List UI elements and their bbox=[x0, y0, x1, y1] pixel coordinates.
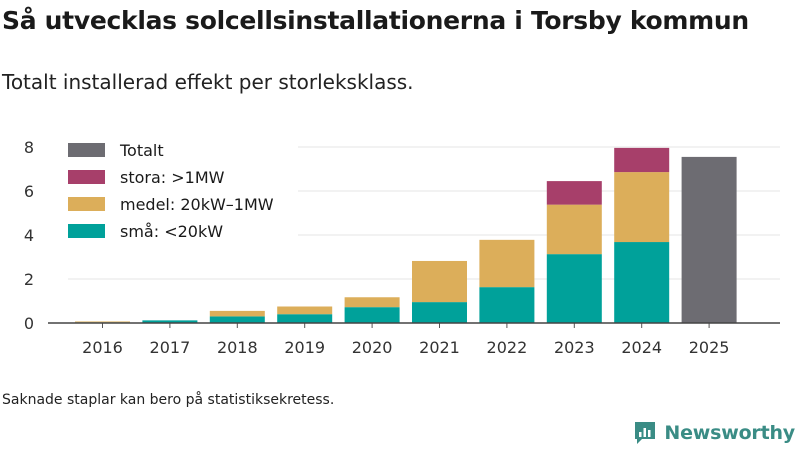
bar-2023-stora bbox=[546, 181, 602, 205]
bar-2024-små bbox=[614, 242, 670, 323]
bar-2024-medel bbox=[614, 172, 670, 243]
newsworthy-logo-icon bbox=[635, 422, 656, 444]
x-tick-label-2025: 2025 bbox=[689, 338, 730, 357]
legend-label-små: små: <20kW bbox=[120, 222, 223, 241]
bar-2022-medel bbox=[479, 239, 535, 288]
y-tick-label-0: 0 bbox=[24, 314, 34, 333]
chart-title: Så utvecklas solcellsinstallationerna i … bbox=[2, 6, 749, 35]
bar-2021-små bbox=[412, 302, 467, 323]
bar-2018-medel bbox=[209, 310, 265, 317]
x-tick-label-2016: 2016 bbox=[82, 338, 123, 357]
bar-2017-små bbox=[142, 320, 198, 323]
bar-2020-medel bbox=[344, 297, 400, 308]
brand-logo: Newsworthy bbox=[633, 420, 795, 446]
bar-2024-stora bbox=[614, 147, 670, 173]
x-tick-label-2017: 2017 bbox=[150, 338, 191, 357]
x-tick-label-2018: 2018 bbox=[217, 338, 258, 357]
bar-2025-totalt bbox=[681, 156, 737, 323]
y-tick-label-2: 2 bbox=[24, 270, 34, 289]
stacked-bar-chart: 0 2 4 6 8 2016 2017 2018 2019 2020 2021 2022 2023 202… bbox=[24, 136, 780, 357]
bar-2020-små bbox=[344, 307, 400, 323]
legend-swatch-små bbox=[68, 224, 105, 238]
y-tick-label-4: 4 bbox=[24, 226, 34, 245]
bar-2019-medel bbox=[277, 306, 333, 315]
bar-2023-medel bbox=[546, 204, 602, 255]
x-tick-label-2023: 2023 bbox=[554, 338, 595, 357]
bar-2023-små bbox=[546, 254, 602, 323]
x-tick-label-2019: 2019 bbox=[284, 338, 325, 357]
bar-2016-medel bbox=[75, 321, 130, 323]
legend-swatch-medel bbox=[68, 197, 105, 211]
x-tick-label-2020: 2020 bbox=[352, 338, 393, 357]
legend-label-stora: stora: >1MW bbox=[120, 168, 225, 187]
x-tick-label-2022: 2022 bbox=[487, 338, 528, 357]
x-tick-label-2024: 2024 bbox=[621, 338, 662, 357]
chart-subtitle: Totalt installerad effekt per storlekskl… bbox=[2, 70, 414, 94]
y-tick-label-8: 8 bbox=[24, 138, 34, 157]
bar-2021-medel bbox=[412, 260, 467, 303]
y-tick-label-6: 6 bbox=[24, 182, 34, 201]
x-tick-label-2021: 2021 bbox=[419, 338, 460, 357]
legend-label-totalt: Totalt bbox=[119, 141, 164, 160]
bar-2022-små bbox=[479, 287, 535, 323]
footnote: Saknade staplar kan bero på statistiksek… bbox=[2, 392, 335, 408]
legend-swatch-totalt bbox=[68, 143, 105, 157]
legend-swatch-stora bbox=[68, 170, 105, 184]
bar-2018-små bbox=[209, 316, 265, 323]
legend-label-medel: medel: 20kW–1MW bbox=[120, 195, 274, 214]
bar-2019-små bbox=[277, 314, 333, 323]
brand-name: Newsworthy bbox=[664, 422, 795, 444]
